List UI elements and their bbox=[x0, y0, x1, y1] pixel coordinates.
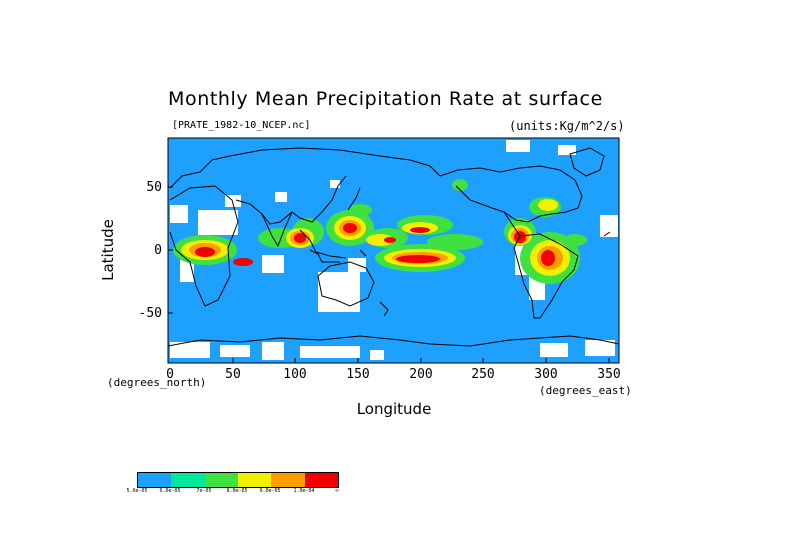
colorbar-swatch bbox=[204, 473, 238, 487]
colorbar-label: 8.0e-05 bbox=[226, 488, 248, 494]
x-axis-unit: (degrees_north) bbox=[107, 376, 207, 389]
chart-title: Monthly Mean Precipitation Rate at surfa… bbox=[168, 88, 603, 110]
y-axis-label: Latitude bbox=[99, 219, 117, 281]
y-tick-label: -50 bbox=[139, 306, 162, 321]
colorbar bbox=[137, 472, 339, 488]
colorbar-swatch bbox=[304, 473, 338, 487]
coastlines bbox=[168, 147, 619, 347]
colorbar-label: 7e-05 bbox=[196, 488, 212, 494]
colorbar-label: 5.0e-05 bbox=[126, 488, 148, 494]
units-label: (units:Kg/m^2/s) bbox=[509, 119, 625, 133]
colorbar-swatch bbox=[138, 473, 172, 487]
x-axis-label: Longitude bbox=[356, 400, 432, 418]
colorbar-label: 9.0e-05 bbox=[259, 488, 281, 494]
file-name-label: [PRATE_1982-10_NCEP.nc] bbox=[172, 120, 311, 131]
tick-marks bbox=[167, 186, 610, 363]
x-tick-label: 100 bbox=[283, 367, 306, 382]
x-tick-label: 350 bbox=[597, 367, 620, 382]
colorbar-swatch bbox=[237, 473, 272, 487]
x-tick-label: 200 bbox=[409, 367, 432, 382]
colorbar-label: ∞ bbox=[335, 488, 339, 494]
precip-level-red bbox=[195, 223, 555, 266]
y-tick-label: 0 bbox=[154, 243, 162, 258]
colorbar-labels: 5.0e-05 6.0e-05 7e-05 8.0e-05 9.0e-05 1.… bbox=[120, 488, 350, 496]
x-tick-label: 0 bbox=[166, 367, 174, 382]
y-tick-label: 50 bbox=[146, 180, 162, 195]
colorbar-swatch bbox=[171, 473, 205, 487]
x-tick-label: 50 bbox=[225, 367, 241, 382]
colorbar-label: 1.0e-04 bbox=[293, 488, 315, 494]
x-tick-label: 300 bbox=[534, 367, 557, 382]
y-tick-labels: 50 0 -50 bbox=[139, 180, 162, 321]
x-tick-label: 150 bbox=[346, 367, 369, 382]
x-tick-labels: 0 50 100 150 200 250 300 350 bbox=[166, 367, 621, 382]
y-axis-unit: (degrees_east) bbox=[539, 384, 632, 397]
colorbar-swatch bbox=[271, 473, 305, 487]
x-tick-label: 250 bbox=[471, 367, 494, 382]
colorbar-label: 6.0e-05 bbox=[159, 488, 181, 494]
